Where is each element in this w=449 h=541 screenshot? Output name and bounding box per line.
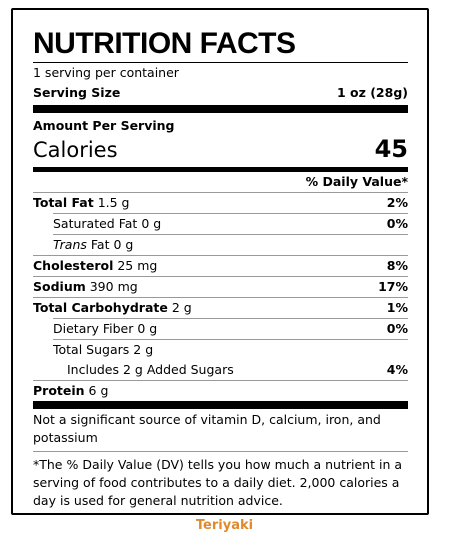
dv: 8% (386, 258, 408, 273)
nutrient: Fat (90, 237, 110, 252)
servings: 1 serving per container (33, 63, 408, 83)
nutrient-row: Sodium 390 mg 17% (33, 276, 408, 297)
nutrient-row: Saturated Fat 0 g 0% (53, 213, 408, 234)
dv-header: % Daily Value* (33, 172, 408, 192)
calories: Calories 45 (33, 136, 408, 172)
nutrient-row: Cholesterol 25 mg 8% (33, 255, 408, 276)
dv: 17% (378, 279, 408, 294)
nutrient-row: Total Fat 1.5 g 2% (33, 192, 408, 213)
nutrient-row: Trans Fat 0 g (53, 234, 408, 255)
nutrient: Saturated Fat (53, 216, 138, 231)
calories-label: Calories (33, 138, 118, 162)
serving-size: Serving Size 1 oz (28g) (33, 83, 408, 113)
dv-header-text: % Daily Value* (305, 174, 408, 189)
title: NUTRITION FACTS (33, 28, 408, 63)
amount: 6 g (88, 383, 109, 398)
amount: 2 g (171, 300, 192, 315)
amount: 0 g (141, 216, 162, 231)
nutrient: Dietary Fiber (53, 321, 134, 336)
servings-text: 1 serving per container (33, 65, 179, 80)
dv: 4% (386, 362, 408, 377)
nutrient-row: Total Sugars 2 g (53, 339, 408, 360)
amount: 1.5 g (97, 195, 130, 210)
calories-value: 45 (374, 135, 408, 163)
dv: 0% (386, 321, 408, 336)
nutrient-row: Dietary Fiber 0 g 0% (53, 318, 408, 339)
footnote: *The % Daily Value (DV) tells you how mu… (33, 451, 408, 514)
nutrient-row: Total Carbohydrate 2 g 1% (33, 297, 408, 318)
amount: 0 g (137, 321, 158, 336)
dv: 0% (386, 216, 408, 231)
serving-size-label: Serving Size (33, 85, 121, 100)
nutrient-row: Includes 2 g Added Sugars 4% (67, 360, 408, 380)
nutrient-prefix: Trans (53, 237, 87, 252)
amount-text: Amount Per Serving (33, 118, 175, 133)
nutrient: Cholesterol (33, 258, 114, 273)
dv: 2% (386, 195, 408, 210)
nutrient: Total Fat (33, 195, 94, 210)
nutrient: Total Sugars (53, 342, 130, 357)
amount: 0 g (113, 237, 134, 252)
nutrient: Includes 2 g Added Sugars (67, 362, 234, 377)
dv: 1% (386, 300, 408, 315)
amount: 390 mg (89, 279, 138, 294)
amount: 25 mg (117, 258, 158, 273)
nutrient: Sodium (33, 279, 86, 294)
serving-size-value: 1 oz (28g) (336, 85, 408, 100)
amount: 2 g (133, 342, 154, 357)
nutrient: Protein (33, 383, 85, 398)
caption: Teriyaki (195, 518, 254, 533)
nutrient: Total Carbohydrate (33, 300, 168, 315)
amount-per-serving: Amount Per Serving (33, 116, 408, 136)
nutrient-row: Protein 6 g (33, 380, 408, 409)
nutrition-label: NUTRITION FACTS 1 serving per container … (11, 8, 429, 515)
vitamin-note: Not a significant source of vitamin D, c… (33, 412, 381, 445)
